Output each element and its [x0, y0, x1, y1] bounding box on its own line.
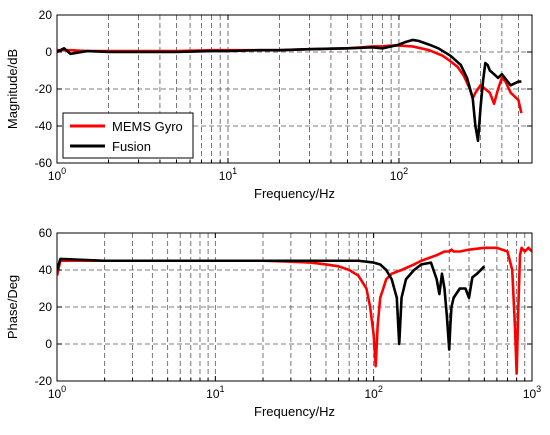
- y-tick-label: 40: [39, 263, 53, 277]
- y-tick-label: -20: [35, 374, 53, 388]
- x-axis-label: Frequency/Hz: [254, 186, 335, 201]
- magnitude-plot: -60 -40 -20 0 20 100 101 102 Frequency/Hz Magnitu…: [5, 8, 533, 201]
- y-tick-label: 0: [45, 45, 52, 59]
- x-tick-label: 102: [364, 384, 382, 401]
- y-tick-label: -20: [35, 82, 53, 96]
- x-tick-label: 103: [523, 384, 541, 401]
- x-tick-label: 101: [219, 166, 237, 183]
- legend-label-fusion: Fusion: [112, 139, 151, 154]
- x-axis-label: Frequency/Hz: [254, 404, 335, 419]
- x-tick-label: 101: [206, 384, 224, 401]
- x-tick-label: 100: [48, 166, 66, 183]
- y-tick-label: 60: [39, 226, 53, 240]
- series-line-mems-gyro: [57, 246, 532, 375]
- y-tick-label: -40: [35, 119, 53, 133]
- y-tick-label: 20: [39, 8, 53, 22]
- series-group: [57, 246, 532, 375]
- grid: [57, 15, 532, 163]
- x-tick-label: 100: [48, 384, 66, 401]
- series-group: [57, 38, 523, 143]
- legend: MEMS Gyro Fusion: [62, 112, 194, 159]
- y-axis-label: Phase/Deg: [5, 275, 20, 339]
- grid: [57, 233, 532, 381]
- y-axis-label: Magnitude/dB: [5, 49, 20, 129]
- series-line-fusion: [57, 38, 522, 143]
- y-tick-label: -60: [35, 156, 53, 170]
- legend-label-mems-gyro: MEMS Gyro: [112, 119, 183, 134]
- series-line-fusion: [57, 257, 486, 351]
- y-tick-label: 0: [45, 337, 52, 351]
- y-tick-label: 20: [39, 300, 53, 314]
- phase-plot: -20 0 20 40 60 100 101 102 103 Frequency/Hz Phase/…: [5, 226, 541, 419]
- legend-box: [62, 112, 194, 159]
- x-tick-label: 102: [390, 166, 408, 183]
